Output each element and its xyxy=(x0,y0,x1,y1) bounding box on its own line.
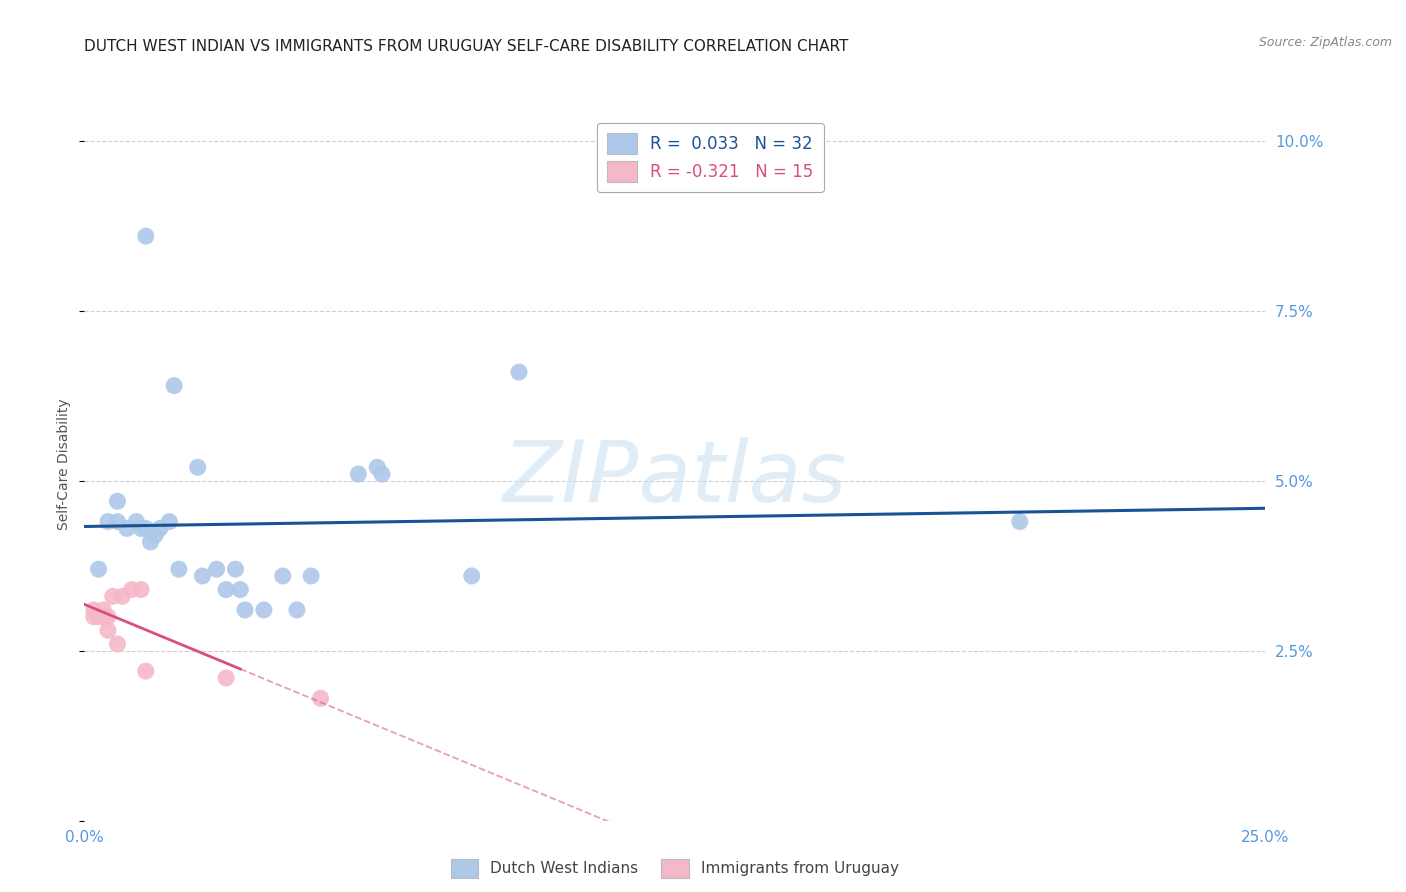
Point xyxy=(167,562,190,576)
Y-axis label: Self-Care Disability: Self-Care Disability xyxy=(58,398,72,530)
Point xyxy=(163,378,186,392)
Point xyxy=(215,671,238,685)
Point xyxy=(157,515,180,529)
Point xyxy=(135,664,157,678)
Point xyxy=(143,528,166,542)
Point xyxy=(366,460,388,475)
Point xyxy=(129,582,152,597)
Point xyxy=(229,582,252,597)
Point xyxy=(253,603,276,617)
Point xyxy=(83,609,105,624)
Text: DUTCH WEST INDIAN VS IMMIGRANTS FROM URUGUAY SELF-CARE DISABILITY CORRELATION CH: DUTCH WEST INDIAN VS IMMIGRANTS FROM URU… xyxy=(84,38,849,54)
Point xyxy=(139,535,162,549)
Point xyxy=(97,609,120,624)
Point xyxy=(508,365,530,379)
Point xyxy=(271,569,294,583)
Point xyxy=(107,494,129,508)
Point xyxy=(135,229,157,244)
Text: Source: ZipAtlas.com: Source: ZipAtlas.com xyxy=(1258,36,1392,49)
Point xyxy=(91,609,114,624)
Point xyxy=(101,590,124,604)
Point xyxy=(115,521,138,535)
Point xyxy=(233,603,256,617)
Point xyxy=(83,603,105,617)
Point xyxy=(125,515,148,529)
Point xyxy=(149,521,172,535)
Point xyxy=(87,609,110,624)
Point xyxy=(107,637,129,651)
Point xyxy=(461,569,484,583)
Point xyxy=(187,460,209,475)
Point xyxy=(129,521,152,535)
Legend: Dutch West Indians, Immigrants from Uruguay: Dutch West Indians, Immigrants from Urug… xyxy=(444,853,905,884)
Point xyxy=(121,582,143,597)
Point xyxy=(225,562,247,576)
Point xyxy=(347,467,370,481)
Point xyxy=(309,691,332,706)
Point xyxy=(299,569,322,583)
Point xyxy=(91,603,114,617)
Point xyxy=(285,603,308,617)
Point xyxy=(107,515,129,529)
Point xyxy=(1008,515,1031,529)
Point xyxy=(135,521,157,535)
Point xyxy=(97,515,120,529)
Point xyxy=(215,582,238,597)
Point xyxy=(97,624,120,638)
Point xyxy=(371,467,394,481)
Point xyxy=(205,562,228,576)
Point xyxy=(191,569,214,583)
Text: ZIPatlas: ZIPatlas xyxy=(503,436,846,520)
Point xyxy=(111,590,134,604)
Point xyxy=(87,562,110,576)
